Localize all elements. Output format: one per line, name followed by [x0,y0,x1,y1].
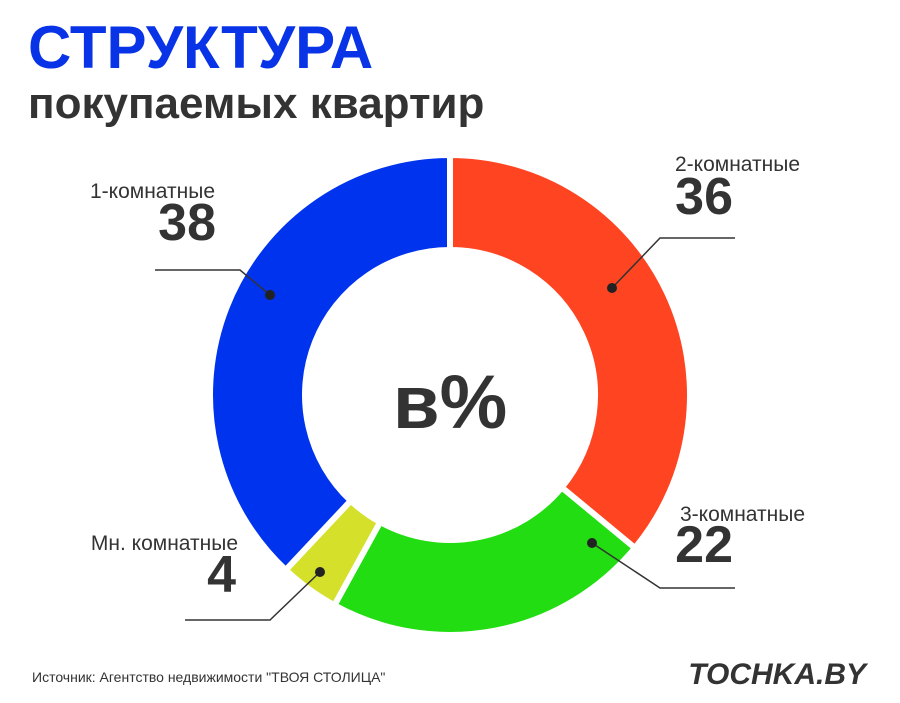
leader-line [611,237,735,289]
center-label: в% [393,360,507,445]
logo: TOCHKA.BY [688,658,869,691]
value-label: 36 [675,168,733,226]
leader-dot [607,283,617,293]
leader-dot [315,567,325,577]
value-label: 22 [675,516,733,574]
category-label: 2-комнатные [675,153,800,176]
donut-segment [207,151,453,575]
donut [207,151,693,638]
leader-line [155,269,271,296]
leader-line [591,542,735,589]
leader-dot [265,290,275,300]
leader-dot [587,538,597,548]
donut-segment [447,151,693,553]
chart-title: СТРУКТУРА [28,14,373,81]
leader-line [185,571,321,621]
value-label: 4 [207,546,236,604]
chart-subtitle: покупаемых квартир [28,79,484,128]
category-label: 1-комнатные [90,180,215,203]
category-label: Мн. комнатные [91,532,238,555]
category-label: 3-комнатные [680,503,805,526]
source: Источник: Агентство недвижимости "ТВОЯ С… [32,669,385,685]
donut-segment [330,483,640,638]
value-label: 38 [158,194,216,252]
